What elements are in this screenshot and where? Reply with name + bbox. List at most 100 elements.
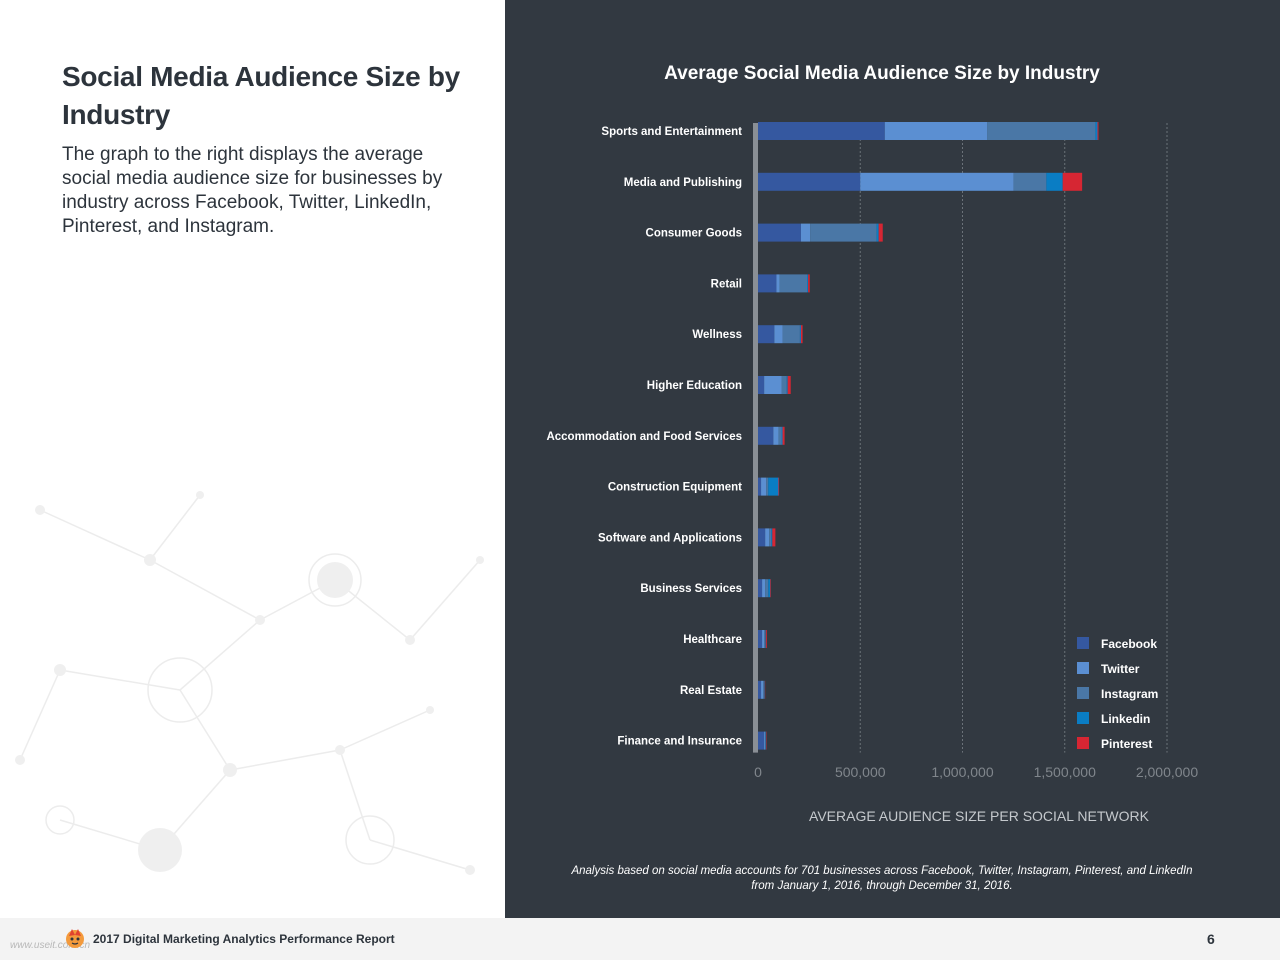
bar-segment-facebook	[758, 528, 766, 547]
x-tick-label: 1,000,000	[931, 764, 993, 780]
legend-label-pinterest: Pinterest	[1101, 737, 1152, 751]
bar-segment-instagram	[763, 680, 765, 699]
bar-segment-instagram	[765, 731, 766, 750]
category-label: Accommodation and Food Services	[546, 431, 742, 443]
x-tick-label: 500,000	[835, 764, 886, 780]
bar-segment-pinterest	[1062, 172, 1083, 191]
bar-segment-instagram	[779, 274, 808, 293]
bar-segment-linkedin	[764, 680, 765, 699]
bar-segment-pinterest	[770, 579, 771, 598]
category-label: Consumer Goods	[646, 228, 742, 240]
bar-segment-linkedin	[799, 325, 801, 344]
page-description: The graph to the right displays the aver…	[62, 144, 443, 237]
bar-segment-instagram	[987, 122, 1096, 140]
category-label: Construction Equipment	[608, 482, 742, 494]
bar-segment-linkedin	[771, 528, 773, 547]
network-background-graphic	[15, 491, 484, 875]
bar-segment-facebook	[758, 477, 762, 496]
bar-segment-twitter	[860, 172, 1014, 191]
bar-segment-twitter	[761, 680, 764, 699]
bar-segment-pinterest	[808, 274, 810, 293]
bar-segment-twitter	[761, 477, 767, 496]
text-panel: Social Media Audience Size by Industry T…	[0, 0, 505, 918]
category-label: Sports and Entertainment	[601, 126, 742, 138]
bar-segment-linkedin	[807, 274, 809, 293]
bar-segment-twitter	[884, 122, 988, 140]
bar-segment-twitter	[776, 274, 780, 293]
category-label: Real Estate	[680, 685, 742, 697]
bar-segment-instagram	[765, 579, 769, 598]
bar-segment-linkedin	[1046, 172, 1063, 191]
stacked-bar-chart: Average Social Media Audience Size by In…	[546, 63, 1198, 824]
bar-segment-twitter	[765, 528, 770, 547]
bar-segment-pinterest	[778, 477, 780, 496]
legend-swatch-linkedin	[1077, 712, 1089, 724]
bar-segment-linkedin	[765, 630, 766, 648]
category-label: Retail	[711, 278, 742, 290]
chart-panel: Average Social Media Audience Size by In…	[505, 0, 1280, 918]
bar-segment-twitter	[773, 426, 779, 445]
y-axis-baseline	[753, 123, 758, 753]
legend-swatch-pinterest	[1077, 737, 1089, 749]
analysis-note: Analysis based on social media accounts …	[571, 865, 1193, 892]
bar-segment-instagram	[769, 528, 772, 547]
bar-segment-twitter	[764, 376, 782, 394]
legend-label-instagram: Instagram	[1101, 687, 1158, 701]
footer: www.useit.com.cn 2017 Digital Marketing …	[0, 918, 1280, 960]
bar-segment-linkedin	[768, 579, 771, 598]
footer-report-title: 2017 Digital Marketing Analytics Perform…	[93, 932, 395, 946]
bar-segment-twitter	[800, 223, 811, 242]
legend-label-linkedin: Linkedin	[1101, 712, 1150, 726]
chart-title: Average Social Media Audience Size by In…	[664, 63, 1100, 84]
legend-swatch-facebook	[1077, 637, 1089, 649]
bar-segment-instagram	[781, 376, 787, 394]
bar-segment-pinterest	[1097, 122, 1099, 140]
x-tick-label: 0	[754, 764, 762, 780]
bar-segment-facebook	[758, 223, 801, 242]
page-number: 6	[1207, 931, 1215, 947]
category-label: Business Services	[640, 583, 742, 595]
category-label: Higher Education	[647, 380, 742, 392]
category-label: Finance and Insurance	[617, 736, 742, 748]
legend-swatch-twitter	[1077, 662, 1089, 674]
x-axis-label: AVERAGE AUDIENCE SIZE PER SOCIAL NETWORK	[809, 808, 1150, 824]
bar-segment-pinterest	[782, 426, 785, 445]
bar-segment-twitter	[764, 731, 766, 750]
bar-segment-facebook	[758, 274, 777, 293]
bar-segment-instagram	[782, 325, 800, 344]
bar-segment-linkedin	[781, 426, 783, 445]
bar-segment-instagram	[778, 426, 782, 445]
bar-segment-facebook	[758, 680, 762, 699]
bar-segment-facebook	[758, 172, 861, 191]
x-tick-label: 1,500,000	[1034, 764, 1096, 780]
bar-segment-facebook	[758, 122, 885, 140]
legend-swatch-instagram	[1077, 687, 1089, 699]
bar-segment-pinterest	[878, 223, 883, 242]
category-label: Wellness	[692, 329, 742, 341]
bar-segment-facebook	[758, 731, 765, 750]
bar-segment-pinterest	[800, 325, 803, 344]
bar-segment-pinterest	[765, 630, 767, 648]
bar-segment-facebook	[758, 579, 763, 598]
legend-label-facebook: Facebook	[1101, 637, 1157, 651]
bar-segment-linkedin	[768, 477, 779, 496]
bar-segment-twitter	[774, 325, 783, 344]
bar-segment-linkedin	[1095, 122, 1098, 140]
legend-label-twitter: Twitter	[1101, 662, 1140, 676]
category-label: Healthcare	[683, 634, 742, 646]
bar-segment-instagram	[764, 630, 766, 648]
report-logo-icon	[66, 929, 84, 948]
bar-segment-instagram	[810, 223, 877, 242]
bar-segment-twitter	[762, 630, 765, 648]
bar-segment-linkedin	[786, 376, 788, 394]
category-label: Media and Publishing	[624, 177, 742, 189]
x-tick-label: 2,000,000	[1136, 764, 1198, 780]
bar-segment-pinterest	[772, 528, 776, 547]
watermark: www.useit.com.cn	[10, 940, 91, 951]
bar-segment-facebook	[758, 426, 774, 445]
category-label: Software and Applications	[598, 532, 742, 544]
bar-segment-twitter	[762, 579, 766, 598]
bar-segment-linkedin	[876, 223, 879, 242]
bar-segment-instagram	[1013, 172, 1047, 191]
bar-segment-facebook	[758, 376, 765, 394]
